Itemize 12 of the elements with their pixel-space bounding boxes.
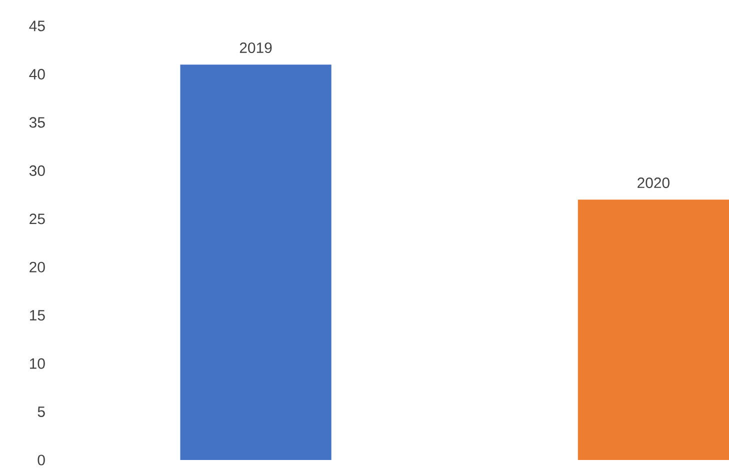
y-tick-label: 30 — [29, 165, 45, 176]
y-tick-label: 15 — [30, 310, 45, 321]
x-tick-label: 2020 — [638, 177, 670, 188]
y-tick-label: 40 — [29, 68, 45, 80]
y-tick-label: 25 — [30, 214, 45, 224]
y-tick-label: 5 — [38, 406, 45, 417]
y-tick-label: 35 — [29, 117, 45, 128]
x-tick-label: 2019 — [240, 42, 272, 54]
y-tick-label: 45 — [29, 20, 45, 32]
y-tick-label: 0 — [38, 454, 45, 466]
y-tick-label: 10 — [30, 358, 45, 369]
y-tick-label: 20 — [30, 262, 45, 272]
